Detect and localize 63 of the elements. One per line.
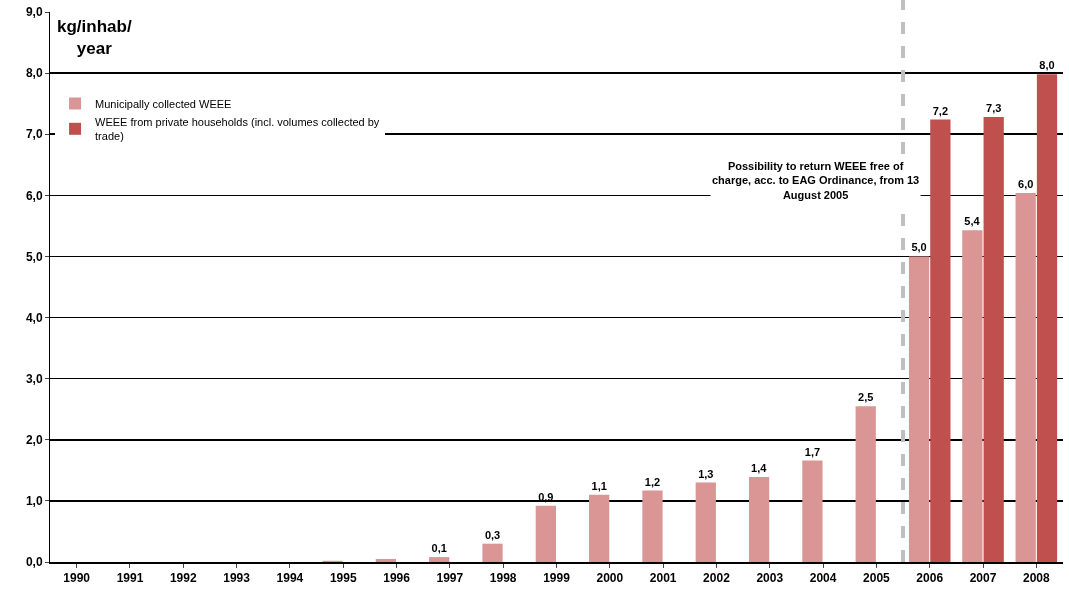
bar bbox=[802, 460, 823, 562]
x-tick-label: 1996 bbox=[383, 571, 411, 586]
legend-label: Municipally collected WEEE bbox=[95, 97, 232, 110]
data-label: 2,5 bbox=[858, 391, 874, 404]
x-tick-label: 2007 bbox=[969, 571, 997, 586]
y-tick-label: 1,0 bbox=[25, 494, 43, 509]
x-tick-label: 2005 bbox=[863, 571, 891, 586]
x-tick-label: 2002 bbox=[703, 571, 731, 586]
x-tick-label: 1990 bbox=[63, 571, 91, 586]
legend-label: WEEE from private households (incl. volumes collected by trade) bbox=[95, 115, 380, 143]
bar bbox=[695, 482, 716, 562]
y-tick-label: 0,0 bbox=[25, 555, 43, 570]
data-label: 5,4 bbox=[964, 215, 981, 228]
data-label: 1,3 bbox=[698, 467, 714, 480]
data-label: 6,0 bbox=[1018, 177, 1034, 190]
y-tick-label: 5,0 bbox=[25, 249, 43, 264]
y-tick-label: 7,0 bbox=[25, 127, 43, 142]
bar bbox=[429, 557, 450, 562]
x-tick-label: 2004 bbox=[809, 571, 837, 586]
y-tick-label: 4,0 bbox=[25, 310, 43, 325]
bar bbox=[908, 256, 930, 562]
x-tick-label: 1997 bbox=[436, 571, 464, 586]
x-tick-label: 2003 bbox=[756, 571, 784, 586]
data-label: 7,3 bbox=[986, 102, 1002, 115]
data-label: 7,2 bbox=[932, 104, 949, 117]
bar bbox=[375, 558, 397, 562]
x-tick-label: 1998 bbox=[489, 571, 517, 586]
data-label: 1,7 bbox=[804, 445, 821, 458]
x-tick-label: 1994 bbox=[276, 571, 304, 586]
y-tick-label: 3,0 bbox=[25, 371, 43, 386]
x-tick-label: 1992 bbox=[169, 571, 197, 586]
x-tick-label: 2001 bbox=[649, 571, 677, 586]
data-label: 1,2 bbox=[644, 475, 661, 488]
bar bbox=[930, 119, 951, 562]
bar bbox=[535, 505, 556, 562]
data-label: 8,0 bbox=[1039, 59, 1055, 72]
data-label: 5,0 bbox=[911, 241, 927, 254]
bar bbox=[983, 117, 1004, 562]
x-tick-label: 1995 bbox=[329, 571, 357, 586]
y-axis-title: kg/inhab/ year bbox=[57, 17, 132, 59]
bar bbox=[855, 406, 876, 562]
y-tick-label: 9,0 bbox=[25, 5, 43, 20]
y-tick-label: 8,0 bbox=[25, 66, 43, 81]
bar bbox=[1015, 192, 1036, 562]
x-tick-label: 2006 bbox=[916, 571, 944, 586]
bar bbox=[642, 490, 663, 562]
x-tick-label: 1991 bbox=[116, 571, 144, 586]
x-tick-label: 2000 bbox=[596, 571, 624, 586]
x-tick-label: 2008 bbox=[1022, 571, 1051, 586]
annotation: Possibility to return WEEE free of charge, acc. to EAG Ordinance, from 13 August 2005 bbox=[712, 160, 920, 201]
data-label: 0,1 bbox=[431, 542, 447, 555]
data-label: 1,4 bbox=[751, 462, 768, 475]
y-tick-label: 6,0 bbox=[25, 188, 43, 203]
bar bbox=[482, 543, 503, 562]
y-tick-label: 2,0 bbox=[25, 432, 43, 447]
bar bbox=[589, 494, 610, 562]
bar bbox=[1036, 74, 1058, 562]
x-tick-label: 1999 bbox=[543, 571, 571, 586]
x-tick-label: 1993 bbox=[223, 571, 251, 586]
bar bbox=[748, 477, 770, 562]
data-label: 0,3 bbox=[484, 528, 501, 541]
bar bbox=[962, 230, 983, 562]
data-label: 1,1 bbox=[591, 479, 607, 492]
